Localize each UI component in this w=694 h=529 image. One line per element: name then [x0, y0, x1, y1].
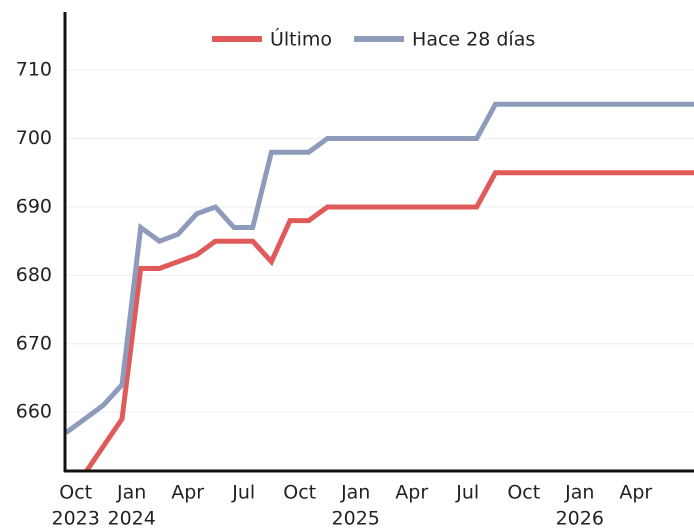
lines — [65, 101, 694, 471]
series-line — [65, 101, 694, 435]
y-tick-label: 660 — [16, 401, 52, 423]
x-tick-label: Jul — [231, 482, 255, 504]
series-line — [83, 170, 694, 471]
x-year-label: 2026 — [556, 508, 604, 529]
x-tick-label: Jul — [455, 482, 479, 504]
x-year-label: 2023 — [51, 508, 99, 529]
x-tick-label: Jan — [340, 482, 370, 504]
y-tick-label: 690 — [16, 195, 52, 217]
x-year-label: 2024 — [108, 508, 156, 529]
legend-label: Hace 28 días — [412, 29, 535, 51]
x-tick-label: Oct — [283, 482, 316, 504]
labels: 660 670 680 690 700 710 Oct 2023 Jan 2024 Apr Jul Oc… — [16, 27, 653, 529]
x-tick-label: Apr — [395, 482, 428, 504]
x-tick-label: Oct — [59, 482, 92, 504]
legend-label: Último — [270, 27, 332, 51]
x-tick-label: Jan — [116, 482, 146, 504]
x-tick-label: Apr — [619, 482, 652, 504]
x-tick-label: Oct — [507, 482, 540, 504]
x-year-label: 2025 — [332, 508, 380, 529]
x-tick-label: Jan — [564, 482, 594, 504]
x-tick-label: Apr — [171, 482, 204, 504]
y-tick-label: 710 — [16, 59, 52, 81]
y-tick-label: 680 — [16, 264, 52, 286]
y-tick-label: 670 — [16, 332, 52, 354]
y-tick-label: 700 — [16, 127, 52, 149]
